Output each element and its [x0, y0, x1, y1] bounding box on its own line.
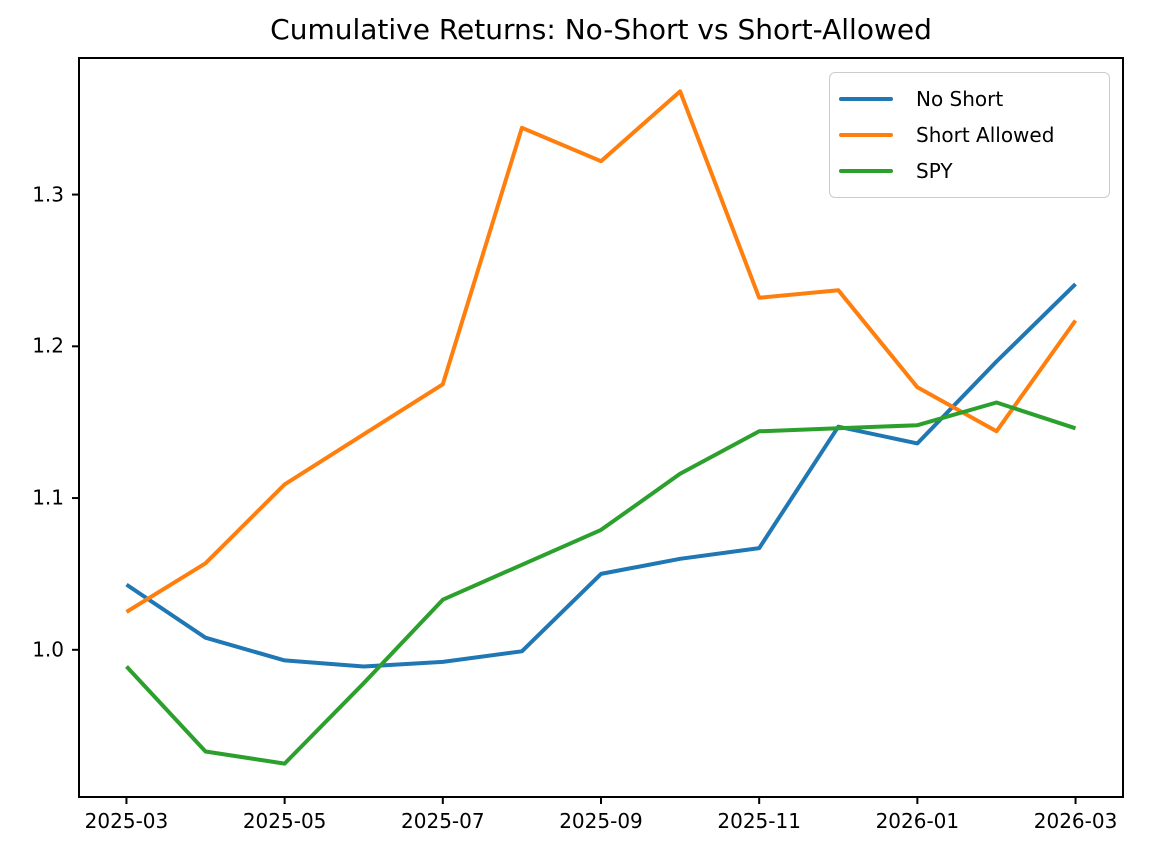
plot-border	[78, 57, 1124, 798]
legend-label-spy: SPY	[916, 159, 953, 183]
legend-swatch-spy	[839, 169, 893, 173]
legend-swatch-no-short	[839, 97, 893, 101]
x-tick-label: 2025-07	[401, 809, 485, 833]
y-tick-label: 1.1	[32, 485, 64, 510]
series-lines	[125, 89, 1078, 766]
legend-item-short-allowed: Short Allowed	[839, 123, 1109, 147]
legend-label-short-allowed: Short Allowed	[916, 123, 1055, 147]
legend-swatch-short-allowed	[839, 133, 893, 137]
legend-label-no-short: No Short	[916, 87, 1004, 111]
x-tick-label: 2026-03	[1033, 809, 1118, 833]
y-tick-label: 1.0	[32, 637, 64, 662]
series-line-no-short	[125, 282, 1077, 669]
y-tick-label: 1.3	[32, 182, 64, 207]
tick-marks	[72, 193, 1077, 804]
series-line-short-allowed	[125, 89, 1078, 614]
x-tick-label: 2025-05	[242, 809, 327, 833]
y-tick-label: 1.2	[32, 333, 64, 358]
x-tick-label: 2025-03	[84, 809, 169, 833]
chart-title: Cumulative Returns: No-Short vs Short-Al…	[270, 13, 932, 46]
x-tick-label: 2025-09	[559, 809, 643, 833]
legend-item-no-short: No Short	[839, 87, 1109, 111]
x-tick-label: 2025-11	[717, 809, 801, 833]
series-line-spy	[125, 400, 1077, 766]
legend: No Short Short Allowed SPY	[829, 72, 1110, 198]
x-tick-label: 2026-01	[875, 809, 960, 833]
legend-item-spy: SPY	[839, 159, 1109, 183]
